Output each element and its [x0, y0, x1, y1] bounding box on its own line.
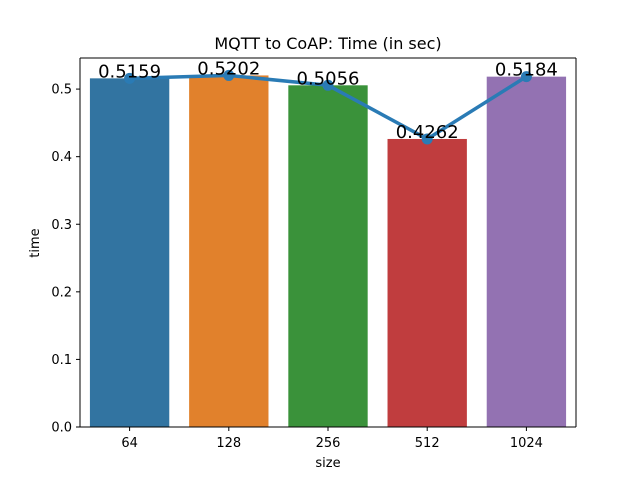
y-tick-label: 0.2 [51, 285, 72, 300]
markers-group [124, 69, 532, 145]
bar-64 [89, 78, 170, 427]
bar-512 [387, 138, 467, 427]
chart-title: MQTT to CoAP: Time (in sec) [214, 34, 441, 53]
bar-1024 [486, 76, 567, 428]
y-tick-label: 0.5 [51, 83, 72, 98]
x-tick-label: 1024 [510, 436, 543, 451]
data-label-128: 0.5202 [197, 58, 260, 79]
axes-group: 0.0 0.1 0.2 0.3 0.4 0.5 64 128 256 512 1024 [51, 57, 577, 451]
data-label-64: 0.5159 [98, 61, 161, 82]
marker-128 [223, 69, 235, 81]
y-tick-label: 0.4 [51, 150, 72, 165]
x-tick-label: 256 [316, 436, 341, 451]
data-label-1024: 0.5184 [495, 60, 558, 81]
x-tick-label: 64 [121, 436, 138, 451]
data-labels-group: 0.5159 0.5202 0.5056 0.4262 0.5184 [98, 58, 558, 143]
x-tick-label: 512 [415, 436, 440, 451]
data-label-256: 0.5056 [297, 68, 360, 89]
y-axis-label: time [28, 228, 43, 257]
x-tick-label: 128 [216, 436, 241, 451]
data-label-512: 0.4262 [396, 122, 459, 143]
bar-128 [189, 75, 269, 427]
bar-256 [288, 85, 368, 428]
marker-256 [322, 79, 334, 91]
marker-1024 [520, 71, 532, 83]
marker-512 [421, 133, 433, 145]
marker-64 [124, 72, 136, 84]
x-axis-label: size [315, 456, 340, 471]
y-tick-label: 0.1 [51, 353, 72, 368]
y-tick-label: 0.3 [51, 218, 72, 233]
bars-group [89, 75, 567, 428]
y-tick-label: 0.0 [51, 421, 72, 436]
